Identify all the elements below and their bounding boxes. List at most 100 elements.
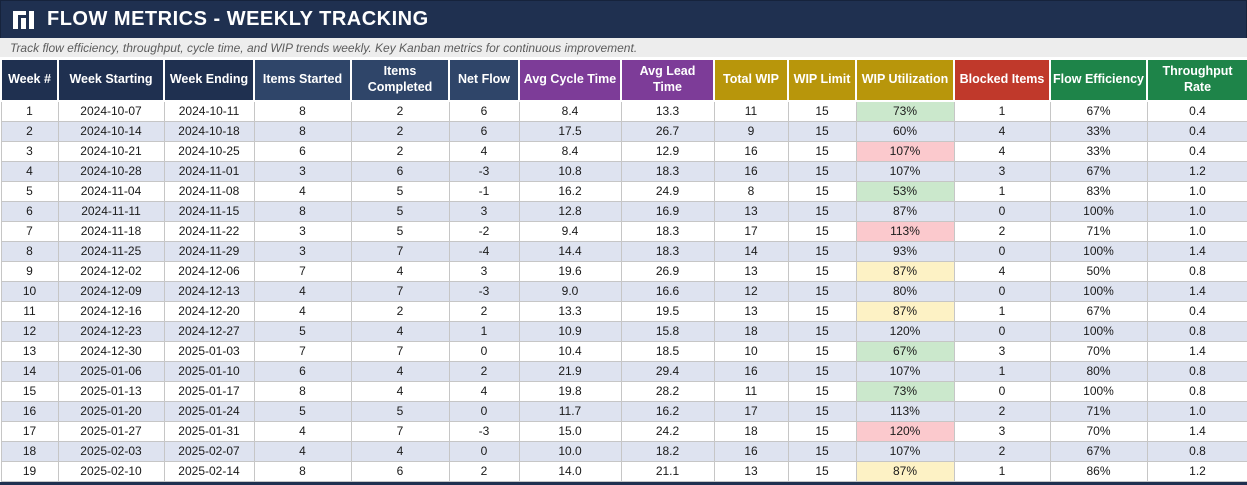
cell-week-num[interactable]: 12 (0, 320, 59, 342)
cell-avg-cycle-time[interactable]: 13.3 (518, 300, 622, 322)
cell-net-flow[interactable]: 2 (448, 460, 520, 482)
cell-throughput-rate[interactable]: 1.0 (1146, 220, 1247, 242)
col-header-items-started[interactable]: Items Started (253, 58, 352, 102)
cell-items-started[interactable]: 8 (253, 100, 352, 122)
col-header-avg-cycle-time[interactable]: Avg Cycle Time (518, 58, 622, 102)
col-header-wip-utilization[interactable]: WIP Utilization (855, 58, 955, 102)
cell-blocked-items[interactable]: 0 (953, 240, 1051, 262)
cell-total-wip[interactable]: 18 (713, 320, 789, 342)
cell-avg-cycle-time[interactable]: 10.8 (518, 160, 622, 182)
cell-avg-lead-time[interactable]: 24.9 (620, 180, 715, 202)
cell-wip-utilization[interactable]: 107% (855, 140, 955, 162)
cell-avg-cycle-time[interactable]: 8.4 (518, 140, 622, 162)
cell-items-started[interactable]: 3 (253, 240, 352, 262)
cell-wip-limit[interactable]: 15 (787, 180, 857, 202)
cell-items-started[interactable]: 8 (253, 460, 352, 482)
cell-week-ending[interactable]: 2025-01-24 (163, 400, 255, 422)
cell-items-completed[interactable]: 5 (350, 220, 450, 242)
cell-wip-utilization[interactable]: 120% (855, 420, 955, 442)
cell-week-starting[interactable]: 2024-11-11 (57, 200, 165, 222)
cell-week-starting[interactable]: 2024-12-16 (57, 300, 165, 322)
cell-blocked-items[interactable]: 1 (953, 360, 1051, 382)
cell-items-completed[interactable]: 6 (350, 160, 450, 182)
cell-avg-lead-time[interactable]: 26.7 (620, 120, 715, 142)
cell-items-started[interactable]: 5 (253, 400, 352, 422)
col-header-items-completed[interactable]: Items Completed (350, 58, 450, 102)
cell-wip-utilization[interactable]: 87% (855, 460, 955, 482)
cell-net-flow[interactable]: -4 (448, 240, 520, 262)
cell-items-completed[interactable]: 4 (350, 360, 450, 382)
cell-net-flow[interactable]: 1 (448, 320, 520, 342)
cell-blocked-items[interactable]: 1 (953, 180, 1051, 202)
cell-wip-utilization[interactable]: 107% (855, 160, 955, 182)
cell-avg-lead-time[interactable]: 26.9 (620, 260, 715, 282)
cell-week-ending[interactable]: 2025-01-17 (163, 380, 255, 402)
cell-week-starting[interactable]: 2024-12-02 (57, 260, 165, 282)
cell-net-flow[interactable]: 0 (448, 440, 520, 462)
cell-wip-limit[interactable]: 15 (787, 300, 857, 322)
cell-net-flow[interactable]: 6 (448, 100, 520, 122)
cell-avg-cycle-time[interactable]: 17.5 (518, 120, 622, 142)
cell-flow-efficiency[interactable]: 67% (1049, 440, 1148, 462)
cell-items-started[interactable]: 8 (253, 380, 352, 402)
cell-wip-utilization[interactable]: 107% (855, 440, 955, 462)
cell-wip-utilization[interactable]: 60% (855, 120, 955, 142)
cell-wip-limit[interactable]: 15 (787, 280, 857, 302)
cell-blocked-items[interactable]: 2 (953, 220, 1051, 242)
cell-net-flow[interactable]: -2 (448, 220, 520, 242)
cell-week-num[interactable]: 17 (0, 420, 59, 442)
cell-wip-limit[interactable]: 15 (787, 340, 857, 362)
col-header-net-flow[interactable]: Net Flow (448, 58, 520, 102)
cell-total-wip[interactable]: 11 (713, 380, 789, 402)
cell-avg-lead-time[interactable]: 12.9 (620, 140, 715, 162)
cell-avg-cycle-time[interactable]: 14.4 (518, 240, 622, 262)
cell-avg-cycle-time[interactable]: 9.4 (518, 220, 622, 242)
cell-week-num[interactable]: 1 (0, 100, 59, 122)
cell-avg-cycle-time[interactable]: 12.8 (518, 200, 622, 222)
cell-items-completed[interactable]: 7 (350, 420, 450, 442)
col-header-flow-efficiency[interactable]: Flow Efficiency (1049, 58, 1148, 102)
cell-week-starting[interactable]: 2024-10-28 (57, 160, 165, 182)
cell-net-flow[interactable]: 4 (448, 380, 520, 402)
cell-wip-utilization[interactable]: 113% (855, 220, 955, 242)
cell-wip-limit[interactable]: 15 (787, 320, 857, 342)
cell-week-ending[interactable]: 2025-01-03 (163, 340, 255, 362)
cell-avg-cycle-time[interactable]: 21.9 (518, 360, 622, 382)
cell-flow-efficiency[interactable]: 80% (1049, 360, 1148, 382)
cell-week-num[interactable]: 2 (0, 120, 59, 142)
cell-avg-lead-time[interactable]: 28.2 (620, 380, 715, 402)
cell-flow-efficiency[interactable]: 100% (1049, 200, 1148, 222)
cell-week-ending[interactable]: 2024-11-15 (163, 200, 255, 222)
cell-wip-limit[interactable]: 15 (787, 200, 857, 222)
cell-avg-cycle-time[interactable]: 19.6 (518, 260, 622, 282)
cell-avg-lead-time[interactable]: 18.2 (620, 440, 715, 462)
cell-week-num[interactable]: 18 (0, 440, 59, 462)
cell-throughput-rate[interactable]: 1.4 (1146, 240, 1247, 262)
cell-total-wip[interactable]: 11 (713, 100, 789, 122)
cell-week-starting[interactable]: 2024-10-14 (57, 120, 165, 142)
cell-throughput-rate[interactable]: 0.4 (1146, 140, 1247, 162)
cell-net-flow[interactable]: -3 (448, 420, 520, 442)
cell-throughput-rate[interactable]: 1.2 (1146, 160, 1247, 182)
cell-net-flow[interactable]: 3 (448, 260, 520, 282)
cell-total-wip[interactable]: 16 (713, 440, 789, 462)
cell-net-flow[interactable]: 2 (448, 300, 520, 322)
cell-week-num[interactable]: 5 (0, 180, 59, 202)
cell-wip-limit[interactable]: 15 (787, 220, 857, 242)
cell-blocked-items[interactable]: 0 (953, 280, 1051, 302)
cell-flow-efficiency[interactable]: 86% (1049, 460, 1148, 482)
cell-throughput-rate[interactable]: 1.2 (1146, 460, 1247, 482)
cell-items-completed[interactable]: 2 (350, 100, 450, 122)
cell-total-wip[interactable]: 16 (713, 160, 789, 182)
cell-week-starting[interactable]: 2024-10-07 (57, 100, 165, 122)
cell-total-wip[interactable]: 13 (713, 260, 789, 282)
cell-flow-efficiency[interactable]: 67% (1049, 300, 1148, 322)
cell-items-started[interactable]: 3 (253, 220, 352, 242)
cell-items-completed[interactable]: 5 (350, 200, 450, 222)
cell-items-completed[interactable]: 4 (350, 380, 450, 402)
cell-net-flow[interactable]: 2 (448, 360, 520, 382)
cell-week-starting[interactable]: 2024-11-25 (57, 240, 165, 262)
cell-items-started[interactable]: 7 (253, 260, 352, 282)
cell-net-flow[interactable]: 0 (448, 400, 520, 422)
cell-week-num[interactable]: 14 (0, 360, 59, 382)
